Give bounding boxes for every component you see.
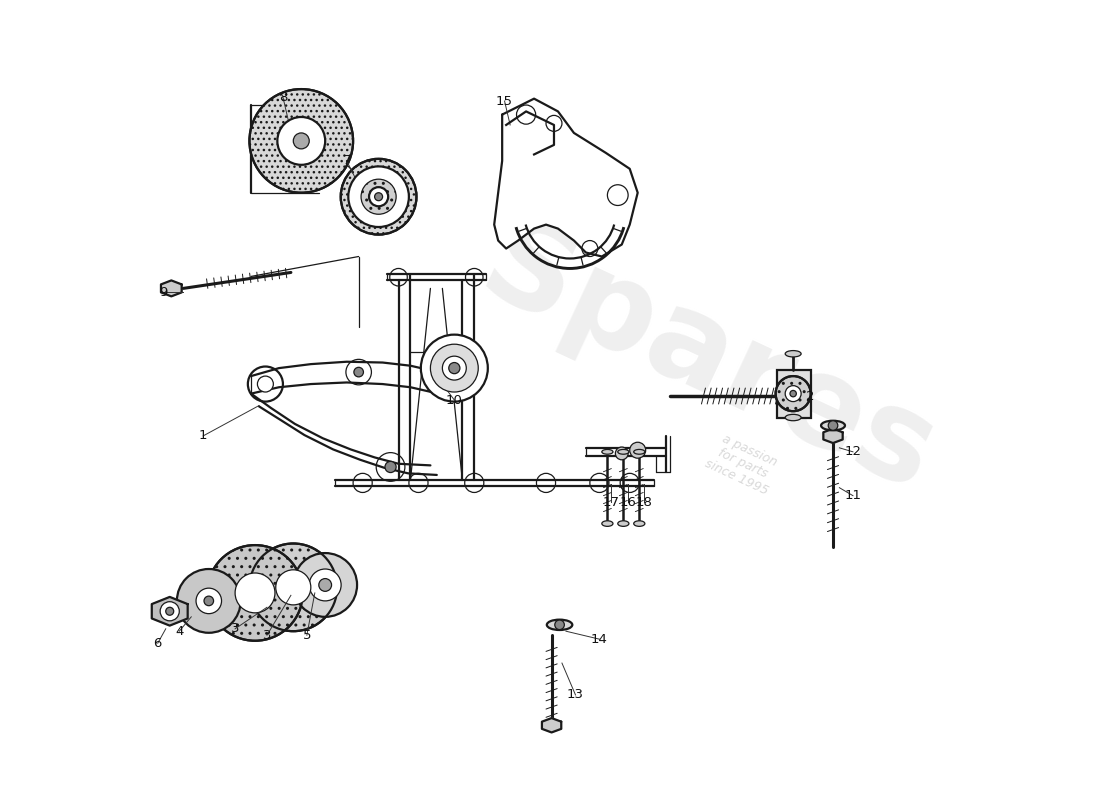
Circle shape (235, 573, 275, 613)
Ellipse shape (602, 521, 613, 526)
Text: 14: 14 (591, 633, 608, 646)
Text: 8: 8 (278, 90, 287, 103)
Text: a passion
for parts
since 1995: a passion for parts since 1995 (703, 430, 783, 498)
Circle shape (257, 376, 274, 392)
FancyBboxPatch shape (778, 370, 811, 418)
Circle shape (368, 187, 388, 206)
Text: 15: 15 (496, 94, 513, 107)
Text: 5: 5 (302, 629, 311, 642)
Text: 1: 1 (199, 430, 208, 442)
Circle shape (177, 569, 241, 633)
Text: 16: 16 (619, 495, 637, 509)
Circle shape (385, 462, 396, 473)
Text: 4: 4 (175, 625, 184, 638)
Text: 13: 13 (566, 689, 584, 702)
Text: 18: 18 (636, 495, 652, 509)
Circle shape (776, 376, 811, 411)
Circle shape (319, 578, 331, 591)
Circle shape (207, 545, 302, 641)
Polygon shape (823, 429, 843, 443)
Circle shape (629, 442, 646, 458)
Ellipse shape (634, 521, 645, 526)
Ellipse shape (341, 159, 417, 234)
Text: 10: 10 (446, 394, 463, 406)
Circle shape (828, 421, 838, 430)
Circle shape (250, 89, 353, 193)
Circle shape (421, 334, 487, 402)
Text: 11: 11 (845, 489, 861, 502)
Circle shape (449, 362, 460, 374)
Circle shape (196, 588, 221, 614)
Ellipse shape (618, 521, 629, 526)
Circle shape (294, 553, 358, 617)
Ellipse shape (618, 450, 629, 454)
Circle shape (361, 179, 396, 214)
Circle shape (161, 602, 179, 621)
Ellipse shape (547, 620, 572, 630)
Text: 17: 17 (603, 495, 620, 509)
Circle shape (790, 390, 796, 397)
Ellipse shape (821, 421, 845, 430)
Circle shape (166, 607, 174, 615)
Ellipse shape (785, 414, 801, 421)
Text: 6: 6 (154, 637, 162, 650)
Circle shape (294, 133, 309, 149)
Circle shape (276, 570, 311, 605)
Text: 9: 9 (160, 286, 167, 299)
Circle shape (554, 620, 564, 630)
Text: 3: 3 (231, 622, 240, 635)
Circle shape (430, 344, 478, 392)
Circle shape (375, 193, 383, 201)
Text: 7: 7 (342, 154, 351, 167)
Ellipse shape (785, 350, 801, 357)
Polygon shape (152, 597, 188, 626)
Text: 3: 3 (263, 629, 272, 642)
Circle shape (785, 386, 801, 402)
Ellipse shape (634, 450, 645, 454)
Circle shape (277, 117, 326, 165)
Text: Spares: Spares (463, 203, 953, 518)
Polygon shape (494, 98, 638, 257)
Circle shape (442, 356, 466, 380)
Polygon shape (161, 281, 182, 296)
Circle shape (250, 543, 337, 631)
Text: 2: 2 (806, 390, 815, 402)
Circle shape (615, 447, 628, 460)
Circle shape (204, 596, 213, 606)
Circle shape (309, 569, 341, 601)
Circle shape (354, 367, 363, 377)
Circle shape (349, 166, 409, 227)
Ellipse shape (602, 450, 613, 454)
Text: 12: 12 (845, 446, 861, 458)
Polygon shape (542, 718, 561, 733)
